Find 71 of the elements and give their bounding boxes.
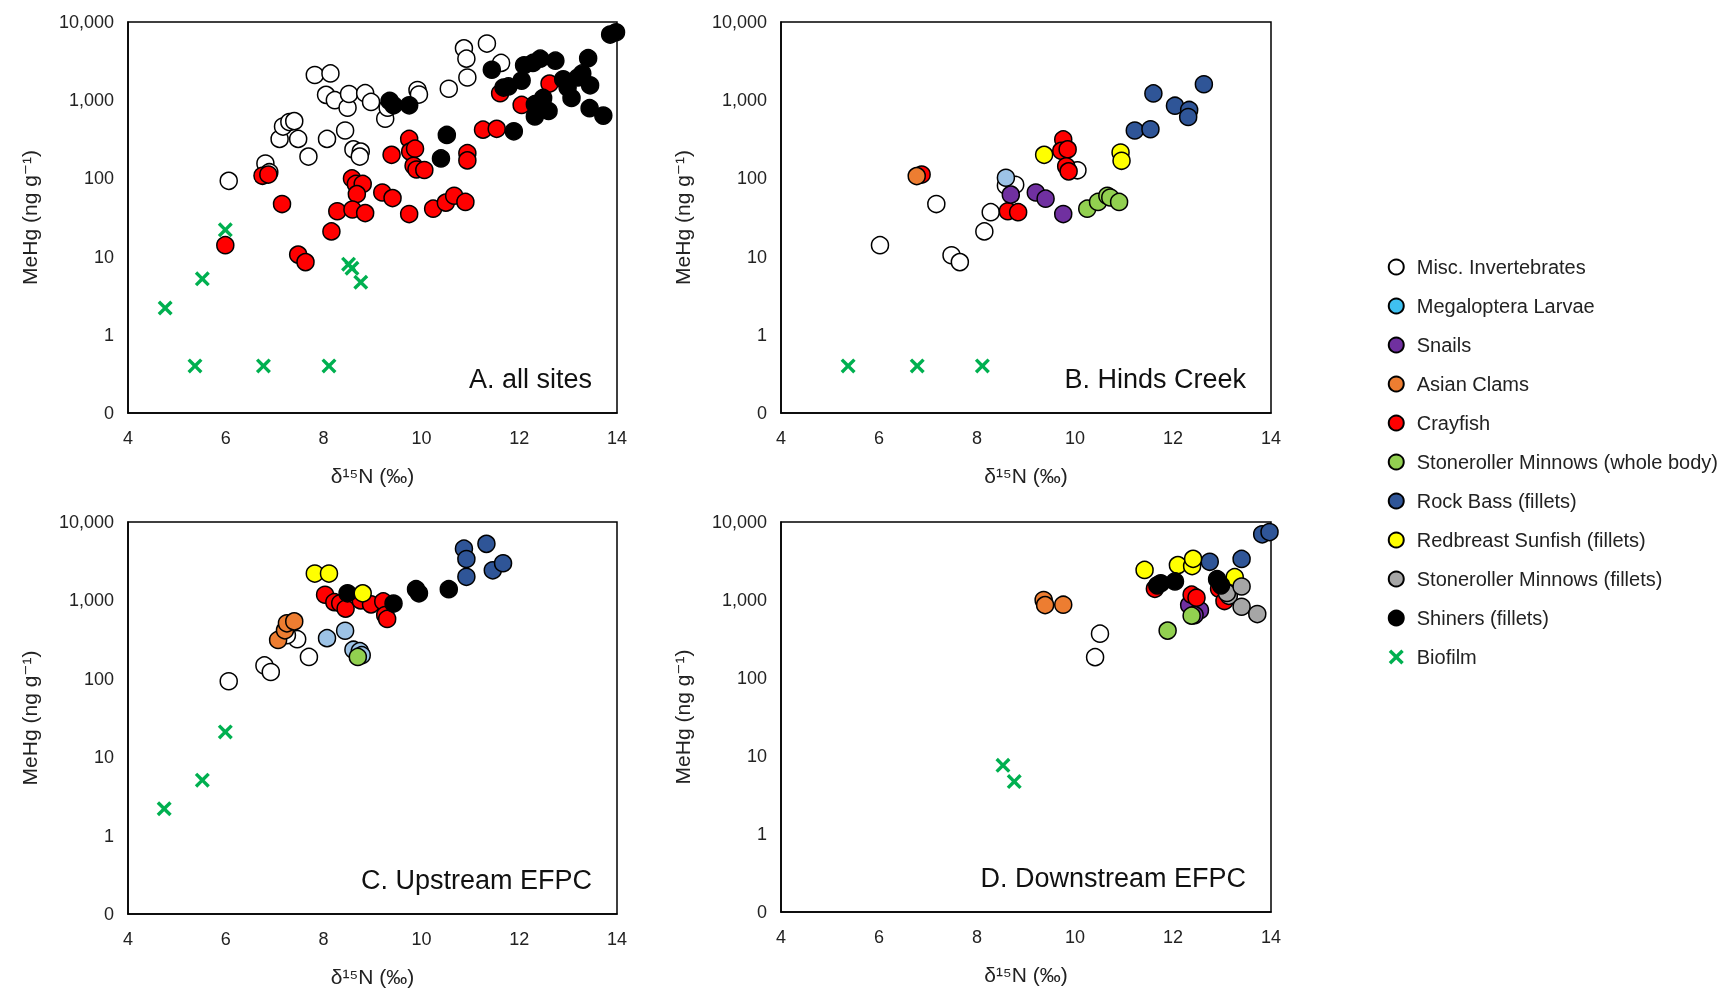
x-tick-label: 10 <box>1064 428 1086 448</box>
y-tick-label: 10 <box>93 747 114 768</box>
text: D. Downstream EFPC <box>980 862 1247 893</box>
legend-label: Stoneroller Minnows (fillets) <box>1416 568 1663 590</box>
y-tick-label: 1 <box>103 324 114 345</box>
y-tick-label: 10 <box>93 246 114 267</box>
x-tick-label: 8 <box>971 927 983 947</box>
y-tick-label: 100 <box>736 668 767 688</box>
y-tick-label: 1,000 <box>68 90 114 111</box>
y-tick-label: 0 <box>103 904 114 924</box>
legend-label: Redbreast Sunfish (fillets) <box>1416 529 1646 551</box>
x-tick-label: 6 <box>873 927 885 947</box>
x-axis-title: δ¹⁵N (‰) <box>984 963 1068 986</box>
legend-label: Rock Bass (fillets) <box>1416 490 1577 512</box>
x-tick-label: 4 <box>122 428 134 448</box>
x-axis-title: δ¹⁵N (‰) <box>330 464 415 487</box>
y-tick-label: 100 <box>83 168 114 189</box>
y-axis-title: MeHg (ng g⁻¹) <box>671 649 694 785</box>
x-tick-label: 8 <box>318 929 329 949</box>
x-tick-label: 6 <box>873 428 885 448</box>
legend-label: Misc. Invertebrates <box>1416 256 1586 278</box>
x-tick-label: 10 <box>411 428 432 448</box>
y-tick-label: 1 <box>756 824 767 844</box>
x-tick-label: 4 <box>122 929 134 949</box>
legend-label: Stoneroller Minnows (whole body) <box>1416 451 1718 473</box>
x-tick-label: 6 <box>220 428 231 448</box>
x-tick-label: 14 <box>606 428 628 448</box>
y-axis-title: MeHg (ng g⁻¹) <box>18 150 41 285</box>
y-tick-label: 10,000 <box>711 12 767 32</box>
text: C. Upstream EFPC <box>360 864 592 895</box>
legend-label: Crayfish <box>1416 412 1491 434</box>
text: B. Hinds Creek <box>1064 363 1247 394</box>
y-tick-label: 0 <box>103 403 114 423</box>
legend-label: Snails <box>1416 334 1472 356</box>
y-tick-label: 1 <box>103 825 114 846</box>
y-tick-label: 10 <box>746 746 767 766</box>
y-tick-label: 100 <box>736 168 767 189</box>
x-tick-label: 10 <box>411 929 432 949</box>
x-tick-label: 8 <box>971 428 983 448</box>
x-tick-label: 10 <box>1064 927 1086 947</box>
x-tick-label: 4 <box>775 927 787 947</box>
x-tick-label: 12 <box>509 929 530 949</box>
y-tick-label: 1,000 <box>68 590 114 611</box>
y-tick-label: 10,000 <box>711 512 767 532</box>
y-tick-label: 10 <box>746 246 767 267</box>
x-tick-label: 12 <box>509 428 530 448</box>
x-tick-label: 14 <box>1260 927 1282 947</box>
x-tick-label: 4 <box>775 428 787 448</box>
legend-label: Megaloptera Larvae <box>1416 295 1595 317</box>
text: A. all sites <box>468 363 592 394</box>
x-tick-label: 12 <box>1162 428 1184 448</box>
y-axis-title: MeHg (ng g⁻¹) <box>18 650 41 786</box>
x-axis-title: δ¹⁵N (‰) <box>330 965 415 988</box>
legend-label: Asian Clams <box>1416 373 1530 395</box>
y-axis-title: MeHg (ng g⁻¹) <box>671 150 694 285</box>
y-tick-label: 0 <box>756 902 767 922</box>
y-tick-label: 100 <box>83 668 114 689</box>
x-axis-title: δ¹⁵N (‰) <box>984 464 1068 487</box>
y-tick-label: 1,000 <box>721 590 767 610</box>
legend-label: Shiners (fillets) <box>1416 607 1550 629</box>
y-tick-label: 1 <box>756 324 767 345</box>
x-tick-label: 14 <box>606 929 628 949</box>
legend-label: Biofilm <box>1416 646 1477 668</box>
x-tick-label: 12 <box>1162 927 1184 947</box>
x-tick-label: 8 <box>318 428 329 448</box>
y-tick-label: 10,000 <box>58 512 114 532</box>
x-tick-label: 14 <box>1260 428 1282 448</box>
y-tick-label: 0 <box>756 403 767 423</box>
y-tick-label: 10,000 <box>58 12 114 32</box>
y-tick-label: 1,000 <box>721 90 767 111</box>
x-tick-label: 6 <box>220 929 231 949</box>
